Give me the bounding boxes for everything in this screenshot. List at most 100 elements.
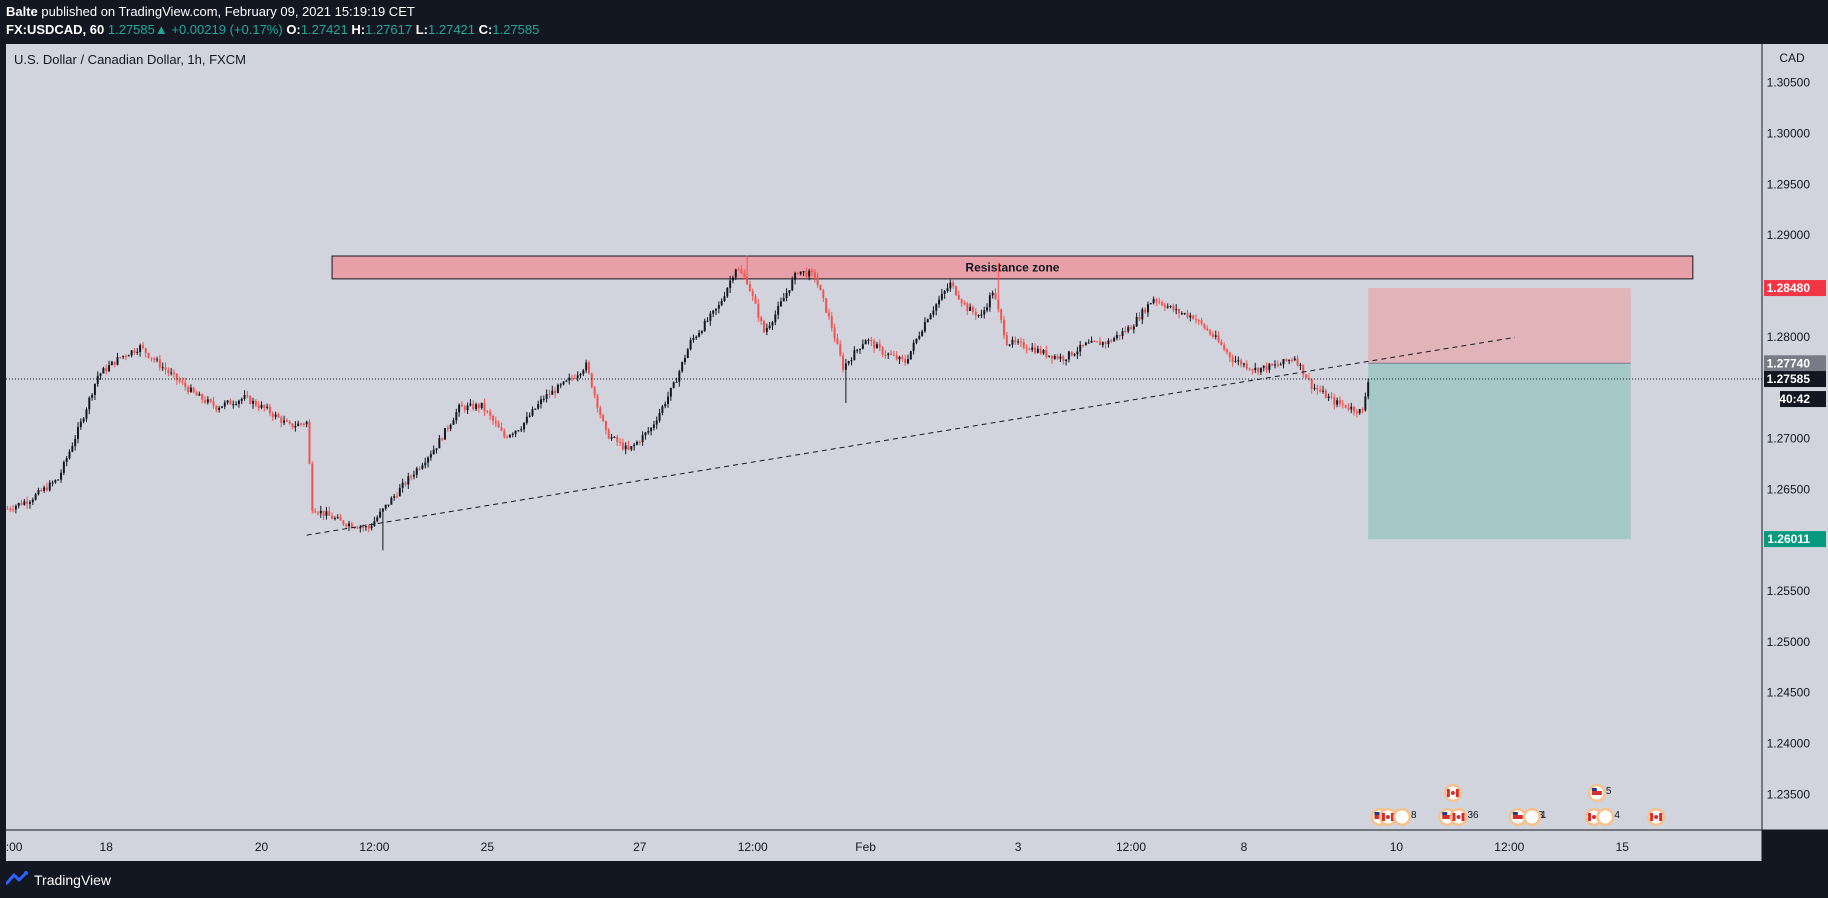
candle-body [150, 357, 153, 359]
candle [1019, 337, 1022, 347]
candle-body [31, 499, 34, 503]
candle-body [144, 348, 147, 354]
candle-body [1344, 404, 1347, 408]
economic-event-icon[interactable]: 1 [1522, 808, 1547, 826]
candle-body [1008, 344, 1011, 346]
candle-body [604, 421, 607, 431]
candle-body [102, 368, 105, 374]
candle [133, 348, 136, 355]
candle-body [1115, 335, 1118, 339]
candle [1082, 344, 1085, 348]
candle [463, 404, 466, 413]
resistance-zone[interactable] [331, 255, 1694, 280]
trendline[interactable] [306, 336, 1516, 536]
candle-body [139, 345, 142, 352]
economic-event-icon[interactable]: 5 [1587, 784, 1612, 802]
candle-body [1276, 364, 1279, 366]
candle [1313, 383, 1316, 391]
candle-body [811, 270, 813, 273]
candle [40, 488, 43, 492]
candle [1048, 355, 1051, 358]
y-tick-label: 1.24500 [1767, 686, 1811, 700]
y-tick-label: 1.29500 [1767, 177, 1811, 191]
candle [1005, 331, 1008, 346]
economic-event-icon[interactable]: 36 [1449, 808, 1480, 826]
candle [774, 310, 777, 326]
candle-body [381, 508, 384, 512]
axis-currency: CAD [1779, 51, 1805, 65]
candle [206, 396, 209, 405]
candle-body [1053, 356, 1056, 359]
candle-body [65, 458, 68, 462]
us-flag-icon [1591, 791, 1602, 795]
candle-body [593, 387, 596, 396]
candle [201, 393, 204, 404]
candle-body [955, 286, 957, 296]
footer-brand[interactable]: TradingView [34, 872, 112, 888]
candle [215, 405, 218, 413]
candle [760, 315, 763, 325]
candle [122, 355, 125, 360]
candle-body [77, 426, 79, 439]
candle [664, 401, 667, 409]
economic-event-icon[interactable] [1647, 808, 1666, 826]
candle-body [1141, 309, 1144, 320]
candle-body [1299, 364, 1302, 366]
candle-body [1200, 320, 1203, 324]
economic-event-icon[interactable]: 4 [1596, 808, 1620, 826]
stop-loss-zone[interactable] [1368, 288, 1631, 364]
candle [1087, 339, 1090, 344]
candle-body [294, 426, 297, 428]
candle [23, 498, 26, 506]
candle-body [175, 373, 178, 380]
candle-body [514, 430, 517, 434]
candle-body [1019, 341, 1022, 343]
candle [681, 361, 684, 373]
candle-body [1234, 360, 1237, 362]
candle-body [1341, 403, 1344, 405]
candle-body [1118, 335, 1121, 337]
candle [1079, 341, 1082, 357]
candle [698, 329, 701, 338]
price-chart[interactable]: U.S. Dollar / Canadian Dollar, 1h, FXCM … [0, 0, 1828, 862]
candle [68, 449, 71, 460]
candle-body [1310, 378, 1313, 389]
candle-body [503, 430, 506, 437]
candle [822, 289, 825, 302]
candle-body [610, 437, 613, 439]
candle [130, 350, 133, 358]
candle [297, 420, 300, 427]
candle [585, 359, 588, 374]
publisher-name[interactable]: Balte [6, 4, 38, 19]
x-tick-label: 12:00 [359, 840, 389, 854]
candle [754, 293, 757, 304]
candle-body [1076, 351, 1079, 355]
candle-body [1223, 344, 1226, 350]
x-tick-label: 15 [1616, 840, 1630, 854]
candle [319, 505, 322, 518]
candle [1166, 303, 1169, 309]
candle-body [545, 394, 548, 399]
take-profit-zone[interactable] [1368, 363, 1631, 540]
candle [1025, 344, 1028, 354]
candle-body [921, 331, 924, 336]
candle-body [1203, 323, 1206, 329]
candle [542, 395, 545, 403]
candle [1211, 331, 1214, 339]
candle-body [359, 526, 362, 529]
candle-body [370, 526, 373, 529]
economic-event-icon[interactable]: 8 [1393, 808, 1417, 826]
y-tick-label: 1.25000 [1767, 635, 1811, 649]
candle [782, 292, 785, 302]
header: Balte published on TradingView.com, Febr… [0, 0, 1828, 44]
economic-event-icon[interactable] [1443, 784, 1462, 802]
tradingview-logo-icon[interactable] [6, 870, 30, 886]
x-tick-label: 8 [1241, 840, 1248, 854]
candle-body [904, 359, 907, 364]
candle-body [494, 420, 497, 424]
candle-body [551, 390, 554, 395]
candle [1121, 327, 1124, 340]
candle-body [751, 291, 754, 297]
candle [189, 384, 192, 393]
candle-body [1259, 367, 1262, 373]
